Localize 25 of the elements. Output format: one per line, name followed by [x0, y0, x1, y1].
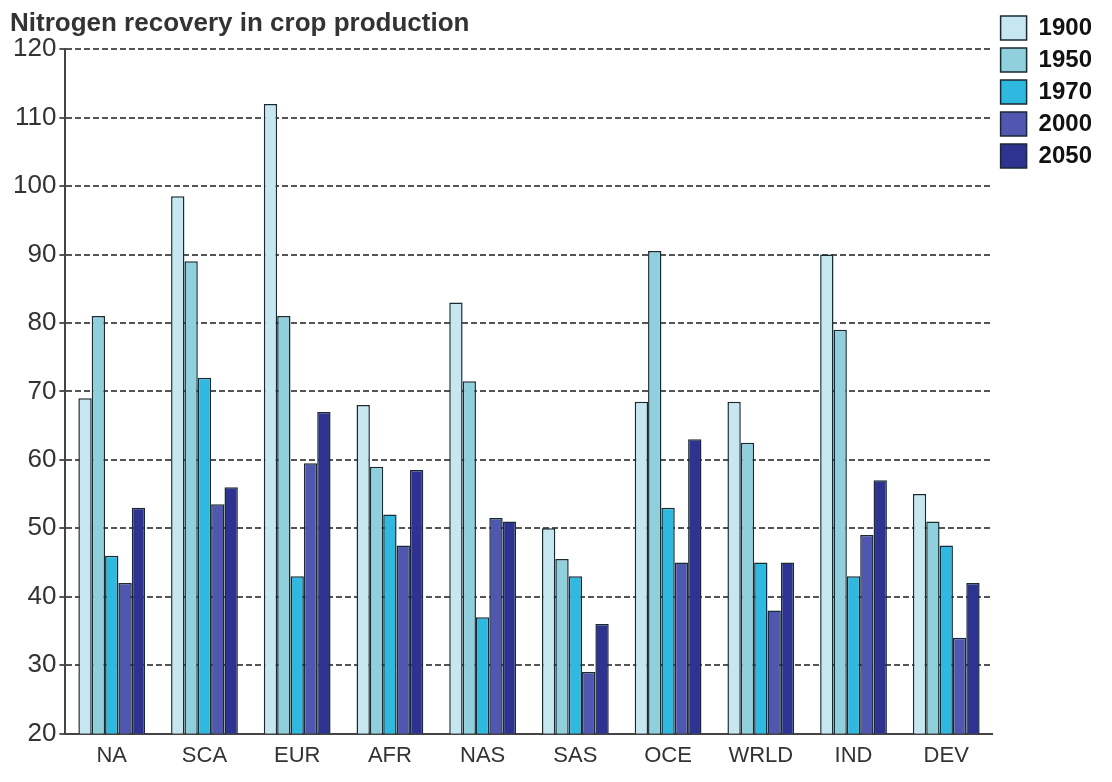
y-tick-label: 110: [14, 100, 57, 131]
y-tick-label: 100: [12, 169, 57, 200]
legend-label: 1900: [1038, 12, 1092, 40]
y-tick-label: 80: [27, 306, 57, 337]
y-tick-label: 60: [27, 443, 57, 474]
legend-label: 2000: [1038, 108, 1092, 136]
x-tick-label: WRLD: [728, 741, 794, 767]
legend-label: 1970: [1038, 76, 1092, 104]
x-tick-label: NAS: [460, 741, 506, 767]
x-tick-label: IND: [834, 741, 873, 767]
legend-label: 1950: [1038, 44, 1092, 72]
y-tick-label: 20: [27, 716, 57, 747]
x-tick-label: EUR: [273, 741, 321, 767]
y-tick-label: 50: [27, 511, 57, 542]
x-tick-label: DEV: [923, 741, 970, 767]
x-tick-label: OCE: [644, 741, 692, 767]
y-tick-label: 30: [27, 648, 57, 679]
legend-label: 2050: [1038, 140, 1092, 168]
x-tick-label: SCA: [181, 741, 228, 767]
x-tick-label: NA: [96, 741, 128, 767]
y-tick-label: 40: [27, 579, 57, 610]
x-tick-label: SAS: [553, 741, 598, 767]
x-tick-label: AFR: [367, 741, 412, 767]
y-tick-label: 70: [27, 374, 57, 405]
y-tick-label: 90: [27, 237, 57, 268]
